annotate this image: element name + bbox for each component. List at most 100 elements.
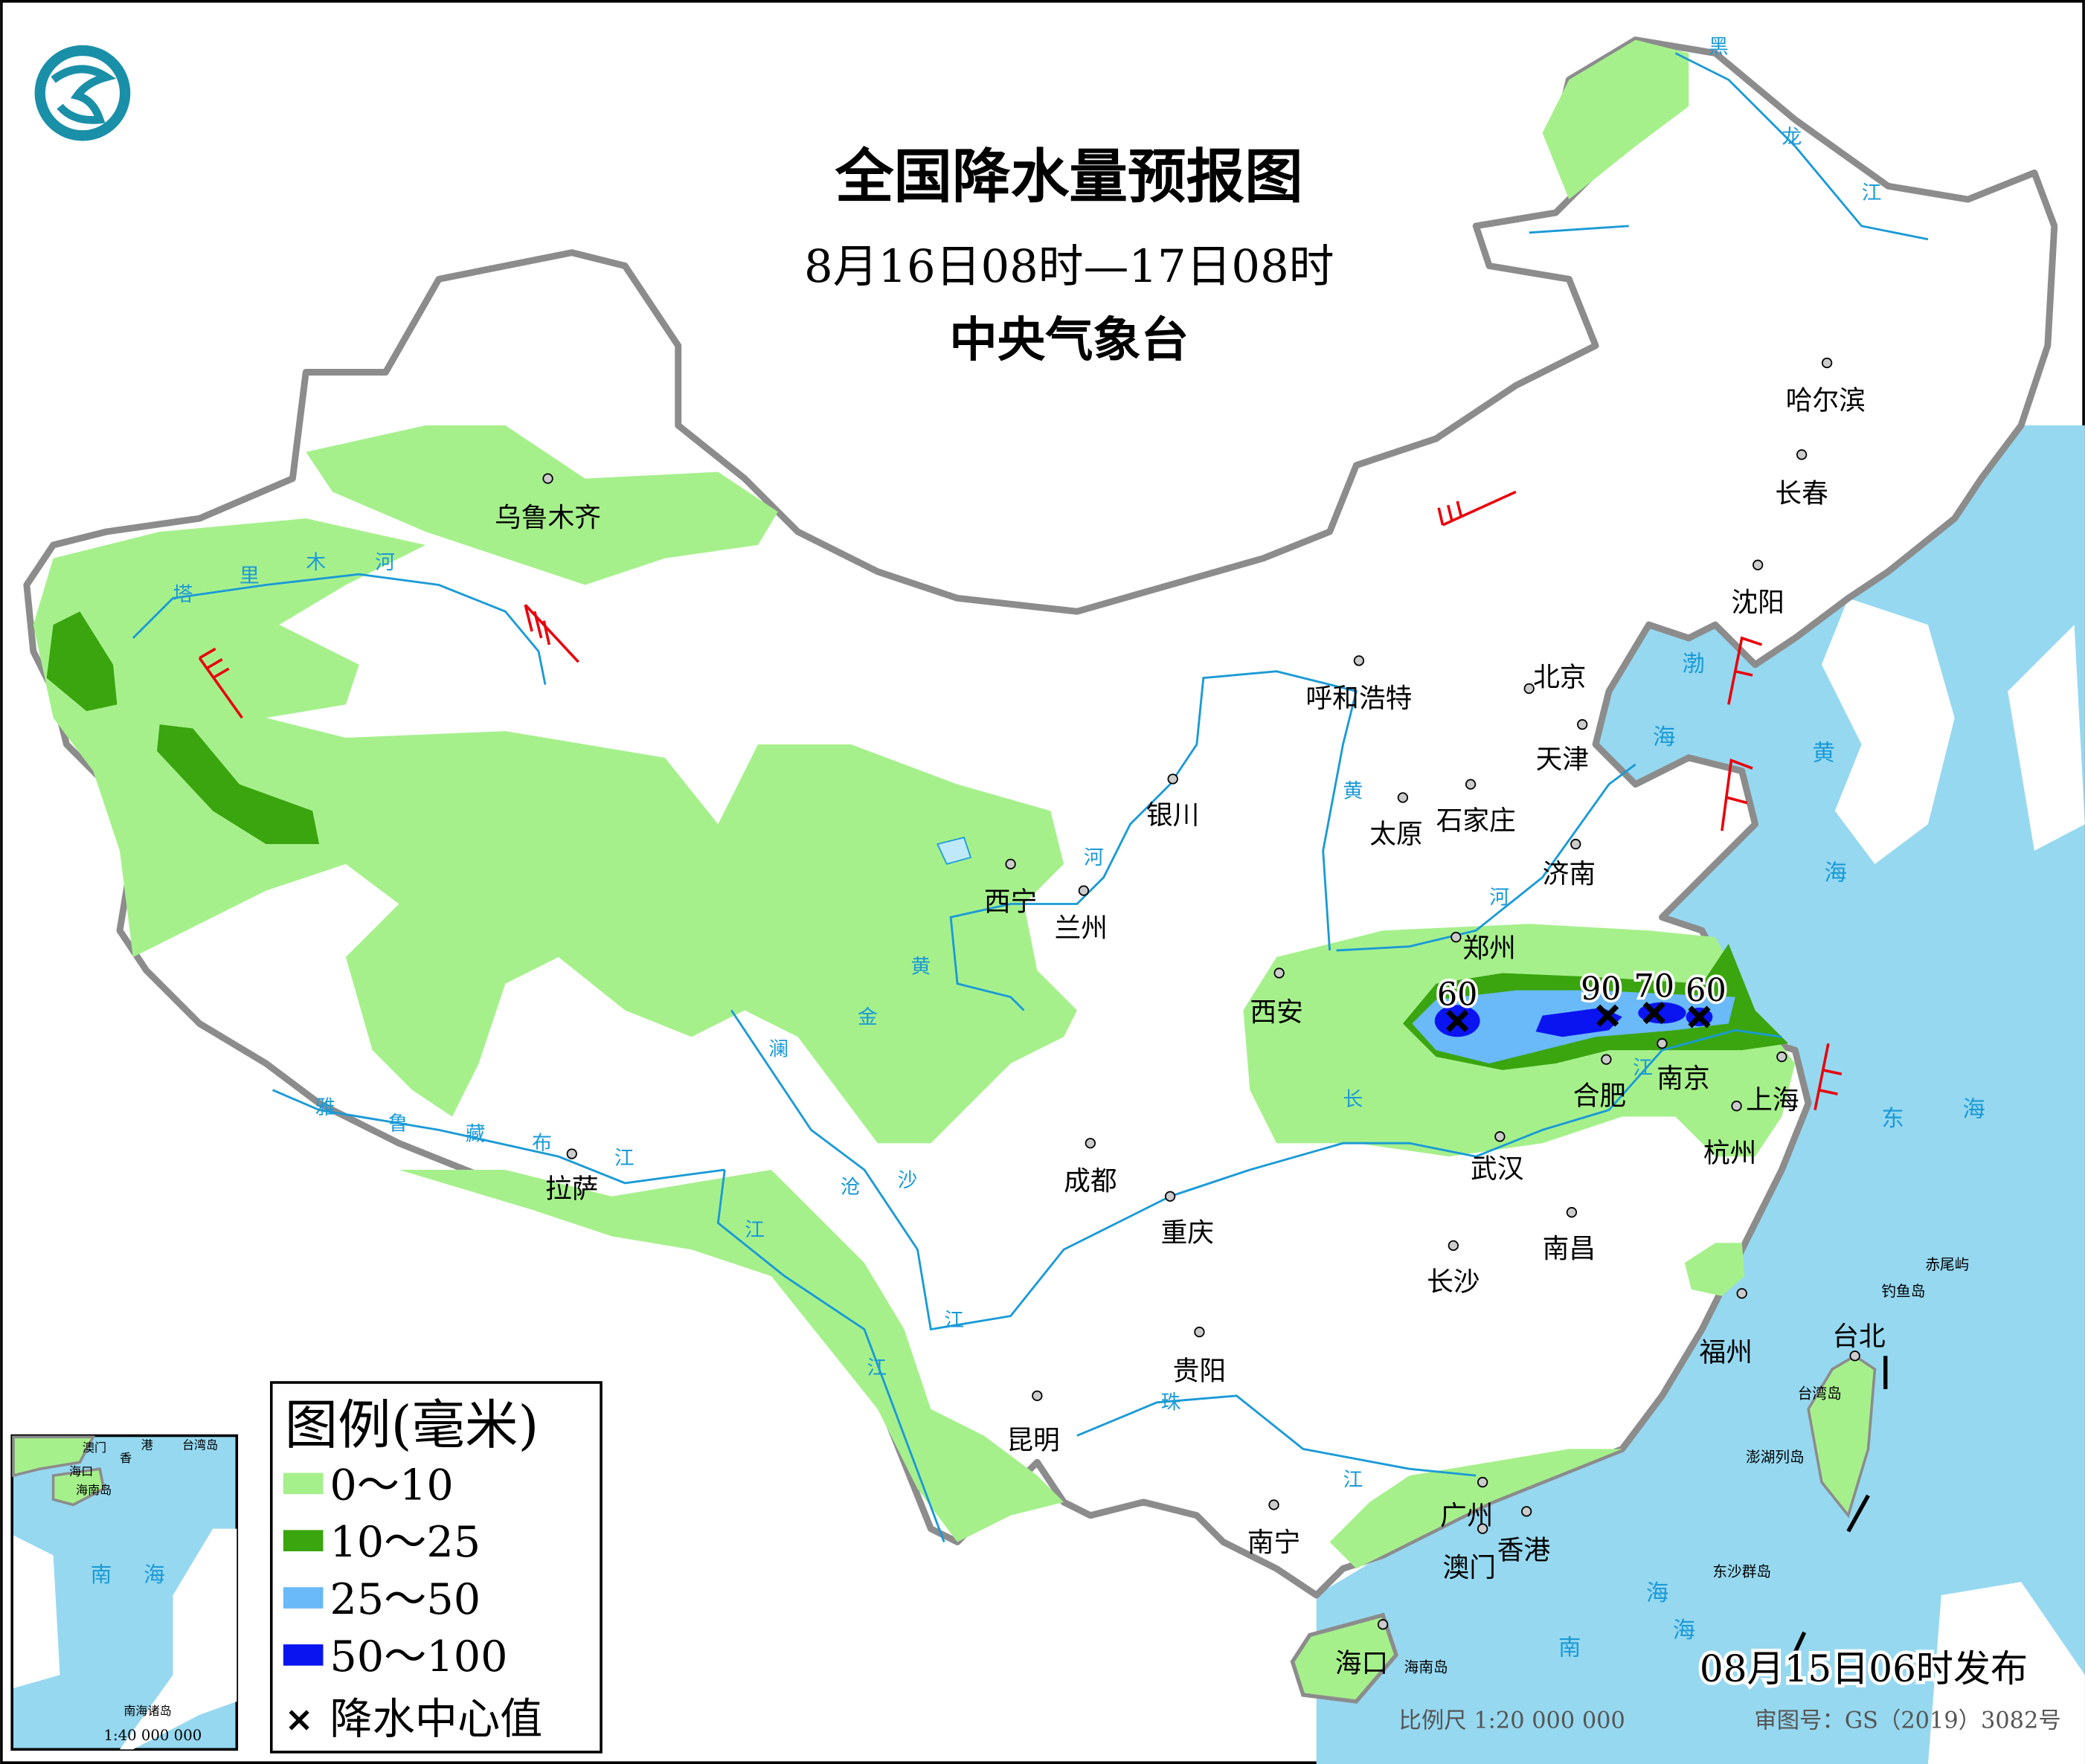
inset-label: 南 bbox=[91, 1562, 112, 1587]
sea-label: 海 bbox=[1673, 1617, 1695, 1644]
taiwan-island bbox=[1807, 1354, 1877, 1519]
inset-label: 台湾岛 bbox=[182, 1438, 218, 1452]
forecast-period: 8月16日08时—17日08时 bbox=[804, 241, 1334, 293]
river-label: 江 bbox=[1862, 181, 1882, 205]
cma-logo bbox=[34, 45, 131, 141]
city-marker-icon bbox=[1005, 858, 1016, 870]
rain-center-value: 60 bbox=[1686, 972, 1726, 1009]
river-label: 藏 bbox=[466, 1123, 486, 1146]
city-label: 西宁 bbox=[984, 886, 1037, 917]
legend-swatch bbox=[283, 1644, 324, 1666]
legend-title: 图例(毫米) bbox=[285, 1394, 539, 1456]
sea-label: 东 bbox=[1881, 1106, 1904, 1132]
city-marker-icon bbox=[1085, 1138, 1096, 1149]
city-marker-icon bbox=[1273, 968, 1285, 979]
city-label: 南京 bbox=[1657, 1063, 1709, 1094]
city-marker-icon bbox=[1523, 683, 1535, 695]
river-label: 沧 bbox=[841, 1176, 861, 1199]
sea-label: 渤 bbox=[1682, 651, 1704, 677]
city-marker-icon bbox=[1494, 1131, 1506, 1142]
river-label: 龙 bbox=[1782, 126, 1802, 149]
inset-label: 海口 bbox=[69, 1464, 93, 1478]
rain-center-value: 70 bbox=[1633, 968, 1674, 1005]
river-label: 黄 bbox=[911, 955, 931, 978]
rivers bbox=[132, 52, 1929, 1542]
legend-swatch bbox=[283, 1587, 324, 1609]
city-marker-icon bbox=[1577, 719, 1588, 730]
river-label: 澜 bbox=[768, 1037, 788, 1060]
river-label: 河 bbox=[1084, 846, 1104, 869]
rain-centers: 60 90 70 60 bbox=[1434, 965, 1729, 1032]
river-label: 木 bbox=[306, 551, 326, 574]
hainan-island bbox=[1290, 1612, 1398, 1704]
island-label: 东沙群岛 bbox=[1712, 1563, 1771, 1580]
river-label: 江 bbox=[614, 1147, 635, 1170]
inset-label: 海南岛 bbox=[76, 1483, 112, 1497]
island-label: 澎湖列岛 bbox=[1746, 1449, 1805, 1466]
city-marker-icon bbox=[1821, 357, 1833, 369]
korea-japan-land bbox=[1821, 598, 2085, 864]
city-marker-icon bbox=[1753, 559, 1764, 570]
sea-label: 海 bbox=[1825, 860, 1847, 886]
city-label: 哈尔滨 bbox=[1786, 386, 1866, 416]
river-label: 黄 bbox=[1343, 779, 1363, 802]
rain-center-value: 90 bbox=[1581, 970, 1622, 1008]
city-marker-icon bbox=[1397, 792, 1409, 803]
city-label: 武汉 bbox=[1471, 1154, 1523, 1185]
city-marker-icon bbox=[1164, 1191, 1176, 1202]
city-marker-icon bbox=[1078, 885, 1090, 896]
map-approval-number: 审图号：GS（2019）3082号 bbox=[1754, 1708, 2060, 1734]
river-label: 里 bbox=[240, 564, 260, 588]
river-label: 江 bbox=[745, 1218, 765, 1241]
rain-center-value: 60 bbox=[1437, 976, 1478, 1013]
island-label: 海南岛 bbox=[1404, 1659, 1448, 1676]
inset-scale: 1:40 000 000 bbox=[104, 1727, 202, 1744]
city-label: 贵阳 bbox=[1173, 1356, 1226, 1386]
sea-label: 黄 bbox=[1812, 740, 1834, 766]
city-label: 长沙 bbox=[1427, 1267, 1480, 1298]
x-mark-icon bbox=[1446, 1009, 1469, 1032]
city-marker-icon bbox=[1032, 1390, 1043, 1402]
legend-center-label: 降水中心值 bbox=[330, 1695, 542, 1744]
city-marker-icon bbox=[1477, 1476, 1488, 1488]
inset-label: 南海诸岛 bbox=[123, 1704, 171, 1718]
city-label: 天津 bbox=[1536, 744, 1589, 775]
city-label: 呼和浩特 bbox=[1305, 683, 1412, 714]
river-label: 珠 bbox=[1161, 1391, 1181, 1414]
city-label: 济南 bbox=[1543, 859, 1596, 889]
city-marker-icon bbox=[1520, 1506, 1532, 1517]
city-marker-icon bbox=[542, 473, 553, 484]
river-label: 江 bbox=[1633, 1056, 1653, 1079]
city-label: 福州 bbox=[1700, 1337, 1753, 1368]
river-label: 江 bbox=[867, 1356, 887, 1380]
x-mark-icon bbox=[1642, 1002, 1665, 1025]
sea-label: 海 bbox=[1962, 1096, 1985, 1122]
sea-label: 海 bbox=[1653, 724, 1675, 750]
legend-swatch bbox=[283, 1472, 324, 1495]
city-marker-icon bbox=[566, 1148, 577, 1159]
city-marker-icon bbox=[1268, 1499, 1279, 1510]
legend: 图例(毫米) 0～10 10～25 25～50 50～100 × 降水中心值 bbox=[269, 1381, 603, 1754]
city-label: 重庆 bbox=[1161, 1218, 1214, 1249]
inset-label: 澳门 bbox=[83, 1441, 106, 1455]
city-label: 上海 bbox=[1746, 1085, 1799, 1116]
river-label: 沙 bbox=[898, 1169, 918, 1192]
city-label: 杭州 bbox=[1703, 1138, 1756, 1168]
river-label: 江 bbox=[944, 1309, 964, 1332]
city-marker-icon bbox=[1570, 838, 1581, 850]
city-label: 乌鲁木齐 bbox=[495, 503, 601, 533]
city-marker-icon bbox=[1849, 1351, 1860, 1362]
city-marker-icon bbox=[1736, 1288, 1747, 1299]
x-mark-icon bbox=[1596, 1004, 1619, 1027]
city-marker-icon bbox=[1796, 449, 1808, 460]
map-scale: 比例尺 1:20 000 000 bbox=[1399, 1708, 1625, 1734]
city-marker-icon bbox=[1731, 1101, 1742, 1112]
city-label: 长春 bbox=[1775, 479, 1828, 509]
city-label: 昆明 bbox=[1006, 1425, 1059, 1455]
city-label: 海口 bbox=[1335, 1649, 1388, 1679]
river-label: 鲁 bbox=[388, 1112, 408, 1135]
city-marker-icon bbox=[1450, 932, 1462, 943]
x-mark-icon bbox=[1688, 1005, 1711, 1029]
